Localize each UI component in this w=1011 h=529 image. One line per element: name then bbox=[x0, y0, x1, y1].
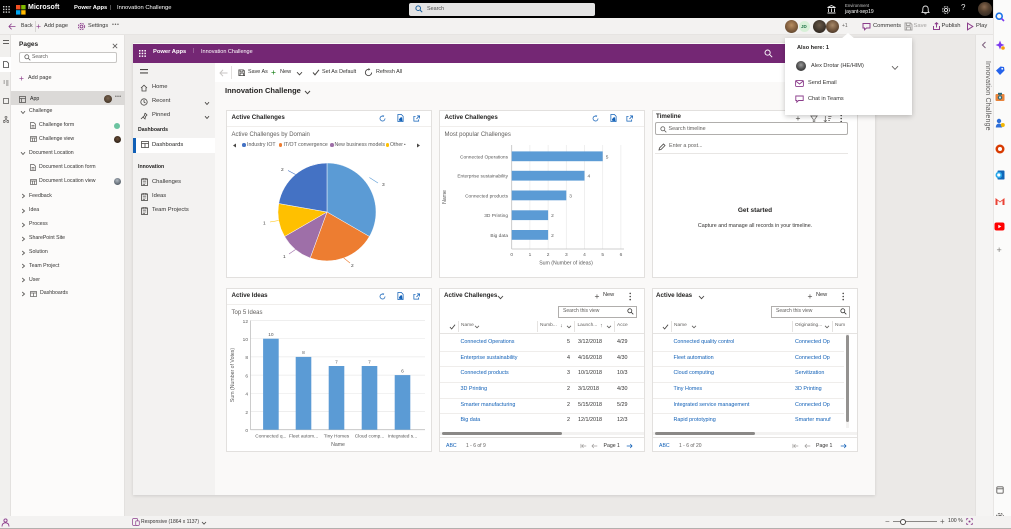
svg-text:4: 4 bbox=[588, 174, 591, 180]
svg-text:3: 3 bbox=[382, 182, 385, 188]
svg-text:Sum (Number of ideas): Sum (Number of ideas) bbox=[539, 261, 593, 267]
svg-text:Enterprise sustainability: Enterprise sustainability bbox=[457, 174, 508, 180]
svg-text:Connected Operations: Connected Operations bbox=[460, 154, 509, 160]
svg-text:1: 1 bbox=[263, 221, 266, 227]
svg-text:8: 8 bbox=[302, 350, 305, 356]
svg-text:4: 4 bbox=[245, 392, 248, 398]
svg-text:0: 0 bbox=[245, 428, 248, 434]
svg-text:2: 2 bbox=[551, 233, 554, 239]
svg-text:5: 5 bbox=[606, 154, 609, 160]
svg-text:Connected products: Connected products bbox=[465, 193, 509, 199]
svg-text:0: 0 bbox=[510, 252, 513, 258]
svg-text:3D Printing: 3D Printing bbox=[484, 213, 508, 219]
svg-text:6: 6 bbox=[620, 252, 623, 258]
svg-text:7: 7 bbox=[368, 359, 371, 365]
svg-text:2: 2 bbox=[547, 252, 550, 258]
svg-text:Integrated s...: Integrated s... bbox=[388, 434, 417, 440]
svg-text:1: 1 bbox=[283, 254, 286, 260]
svg-text:7: 7 bbox=[335, 359, 338, 365]
svg-text:2: 2 bbox=[281, 167, 284, 173]
svg-text:8: 8 bbox=[245, 355, 248, 361]
svg-text:12: 12 bbox=[243, 319, 249, 325]
svg-text:Name: Name bbox=[442, 190, 448, 204]
svg-text:Big data: Big data bbox=[490, 233, 508, 239]
svg-text:2: 2 bbox=[245, 410, 248, 416]
svg-text:3: 3 bbox=[569, 193, 572, 199]
svg-text:Sum (Number of Votes): Sum (Number of Votes) bbox=[230, 348, 236, 402]
svg-text:6: 6 bbox=[245, 373, 248, 379]
svg-text:Cloud comp...: Cloud comp... bbox=[355, 434, 385, 440]
svg-text:Tiny Homes: Tiny Homes bbox=[324, 434, 350, 440]
svg-text:2: 2 bbox=[551, 213, 554, 219]
svg-text:6: 6 bbox=[401, 368, 404, 374]
svg-text:5: 5 bbox=[601, 252, 604, 258]
svg-text:Connected q...: Connected q... bbox=[255, 434, 286, 440]
svg-text:Fleet autom...: Fleet autom... bbox=[289, 434, 318, 440]
svg-text:1: 1 bbox=[529, 252, 532, 258]
svg-text:10: 10 bbox=[243, 337, 249, 343]
svg-text:4: 4 bbox=[583, 252, 586, 258]
svg-text:Name: Name bbox=[331, 442, 345, 448]
svg-text:10: 10 bbox=[268, 332, 274, 338]
svg-text:2: 2 bbox=[351, 263, 354, 269]
svg-text:3: 3 bbox=[565, 252, 568, 258]
